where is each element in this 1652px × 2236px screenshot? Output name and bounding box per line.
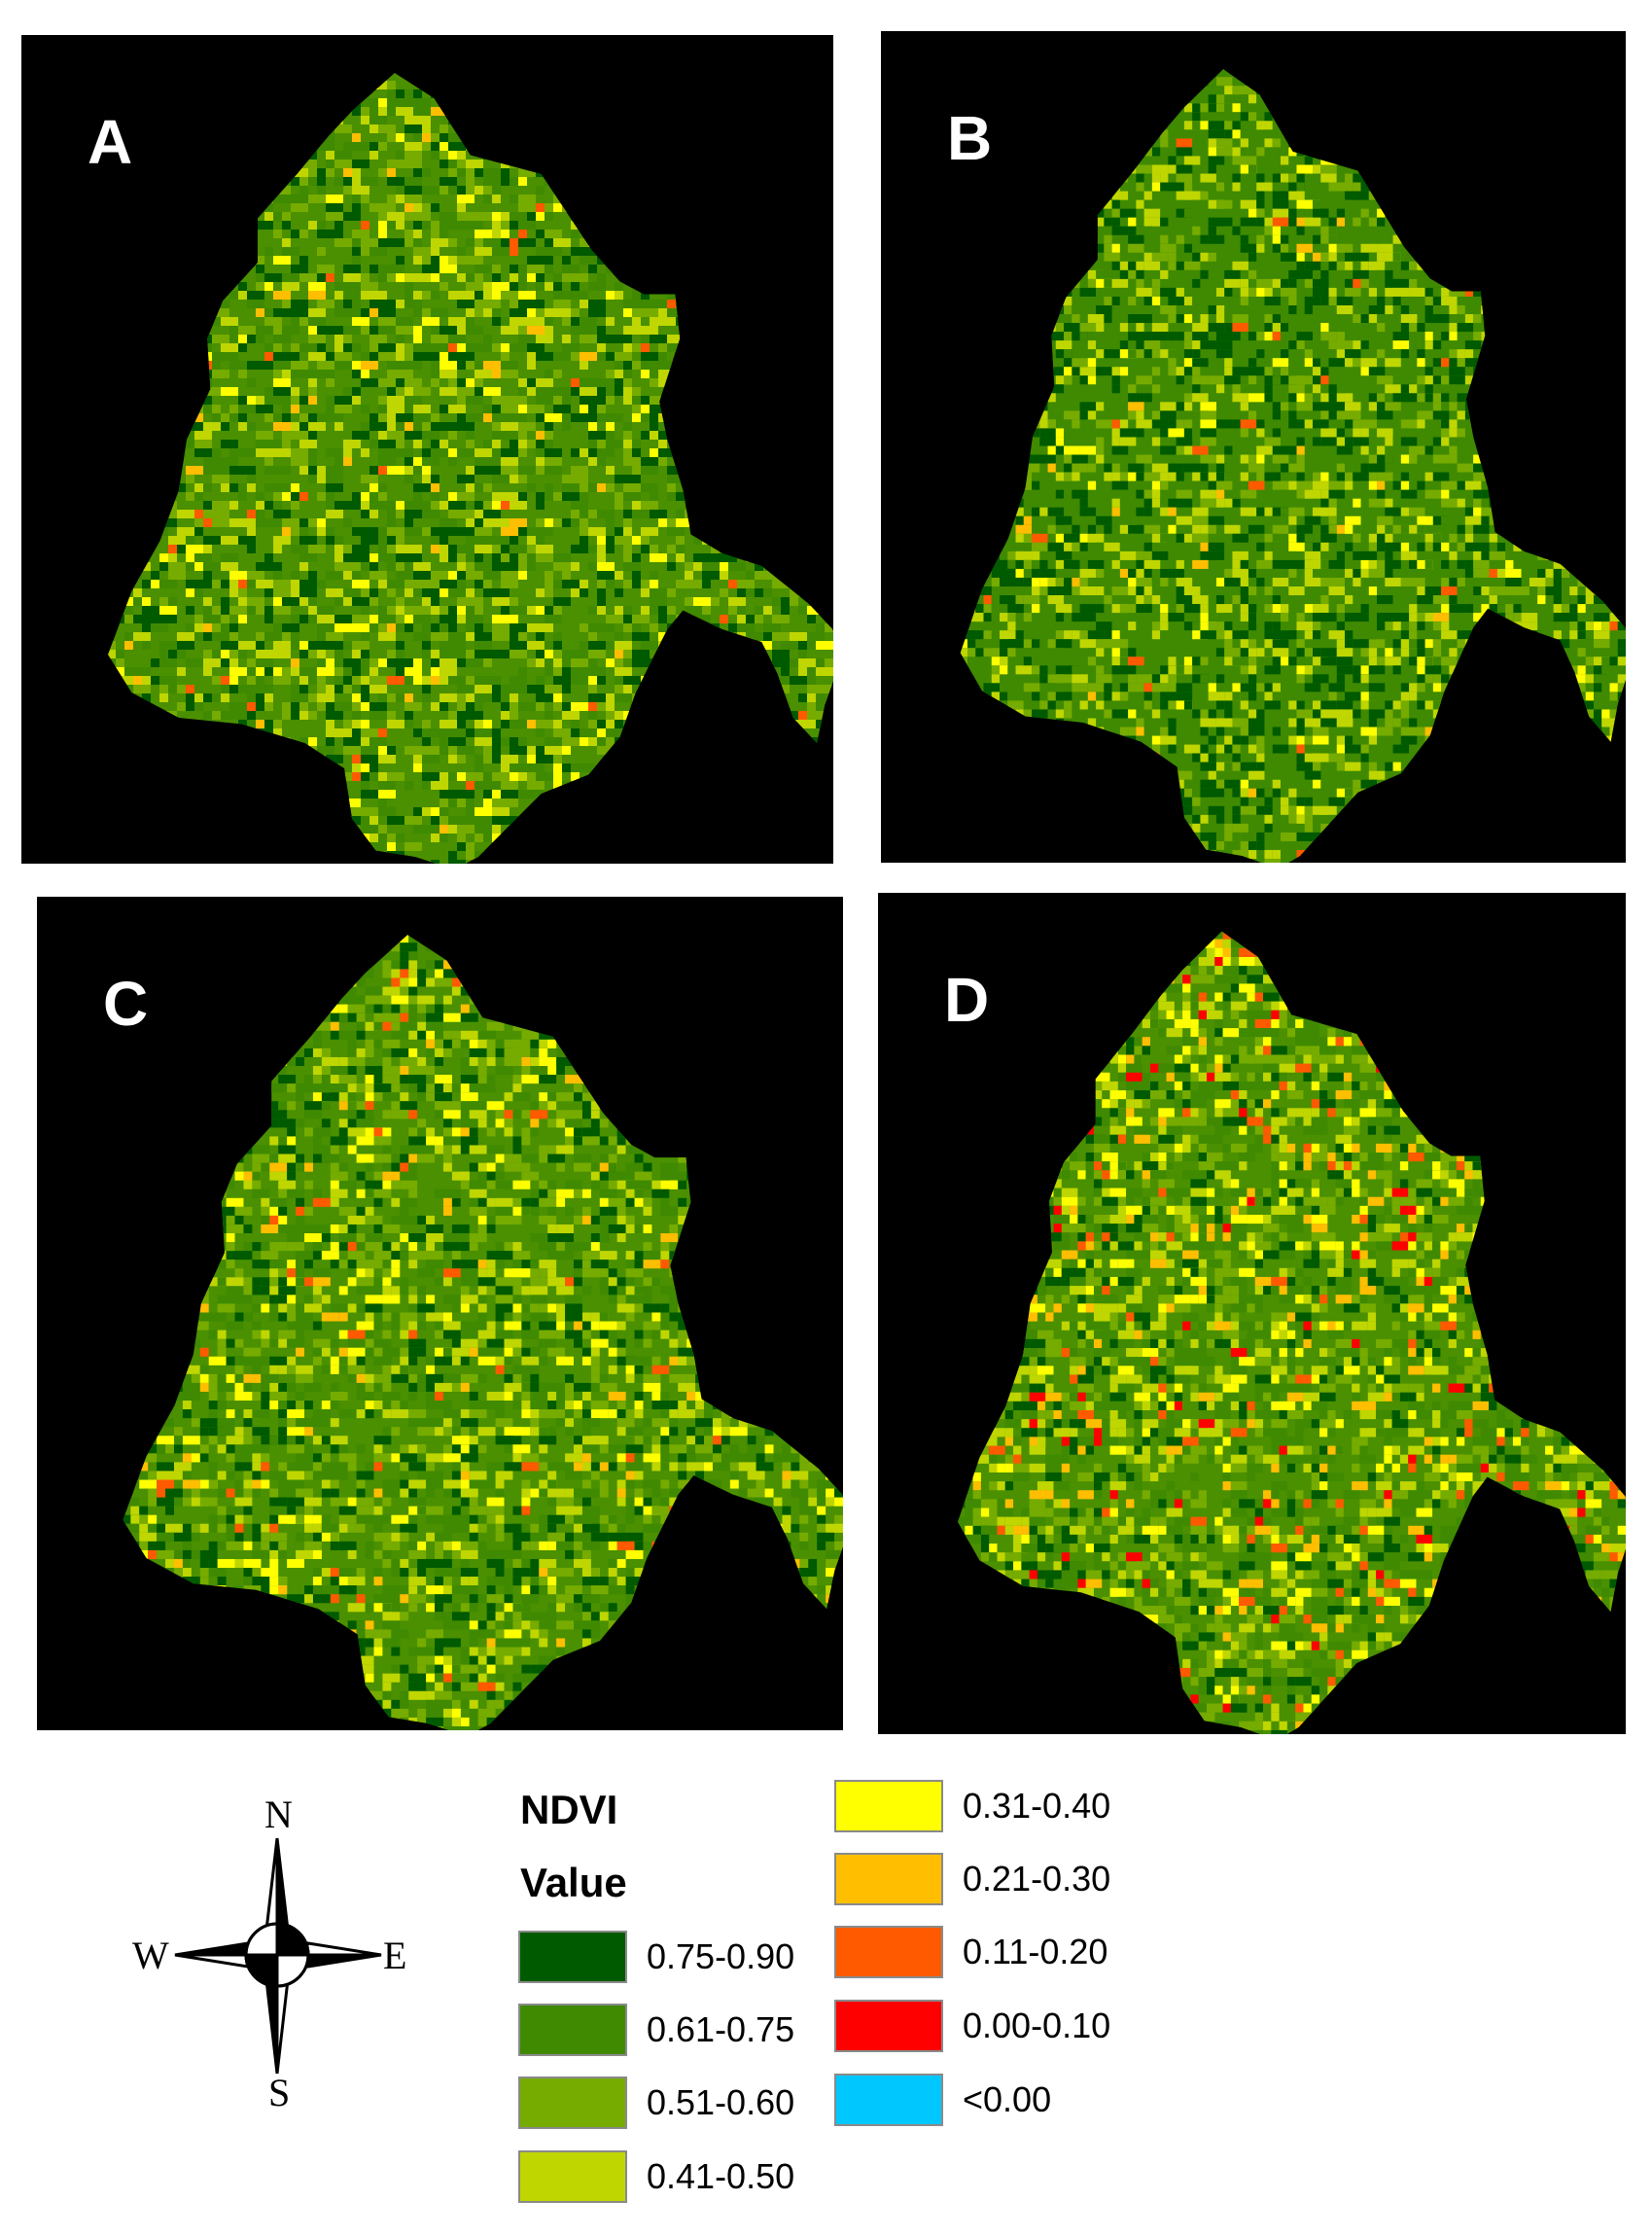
- ndvi-map-c: [123, 935, 843, 1730]
- north-arrow: N S W E: [126, 1795, 428, 2114]
- legend-label: 0.75-0.90: [647, 1936, 795, 1976]
- compass-north-label: N: [264, 1792, 293, 1836]
- legend-label: 0.31-0.40: [963, 1786, 1111, 1826]
- legend-swatch: [518, 2076, 627, 2129]
- panel-label-a: A: [88, 107, 133, 177]
- map-panel-d: D: [878, 893, 1626, 1734]
- ndvi-map-d: [958, 931, 1626, 1734]
- legend-label: 0.21-0.30: [963, 1859, 1111, 1899]
- panel-label-b: B: [947, 103, 993, 173]
- legend-title: NDVI: [520, 1787, 618, 1832]
- compass-east-label: E: [383, 1934, 407, 1977]
- panel-label-d: D: [944, 965, 990, 1035]
- legend-label: 0.41-0.50: [647, 2156, 795, 2196]
- legend-label: 0.51-0.60: [647, 2082, 795, 2122]
- compass-rose-icon: [174, 1837, 382, 2075]
- legend-swatch: [834, 2000, 943, 2052]
- compass-west-label: W: [132, 1934, 169, 1977]
- ndvi-map-a: [108, 73, 833, 864]
- legend-subtitle: Value: [520, 1860, 627, 1905]
- legend-label: 0.61-0.75: [647, 2009, 795, 2049]
- legend-label: 0.11-0.20: [963, 1932, 1108, 1971]
- legend-swatch: [834, 2074, 943, 2126]
- map-panel-c: C: [37, 897, 843, 1730]
- legend-swatch: [518, 2004, 627, 2056]
- compass-south-label: S: [268, 2071, 291, 2114]
- legend-label: 0.00-0.10: [963, 2005, 1111, 2045]
- legend-swatch: [834, 1853, 943, 1905]
- map-panel-b: B: [881, 31, 1626, 863]
- legend-label: <0.00: [963, 2079, 1052, 2119]
- legend-swatch: [834, 1780, 943, 1832]
- legend-swatch: [518, 2150, 627, 2203]
- ndvi-map-b: [960, 69, 1626, 863]
- map-panel-a: A: [21, 35, 833, 864]
- panel-label-c: C: [103, 969, 149, 1039]
- legend-swatch: [518, 1931, 627, 1983]
- legend-swatch: [834, 1926, 943, 1978]
